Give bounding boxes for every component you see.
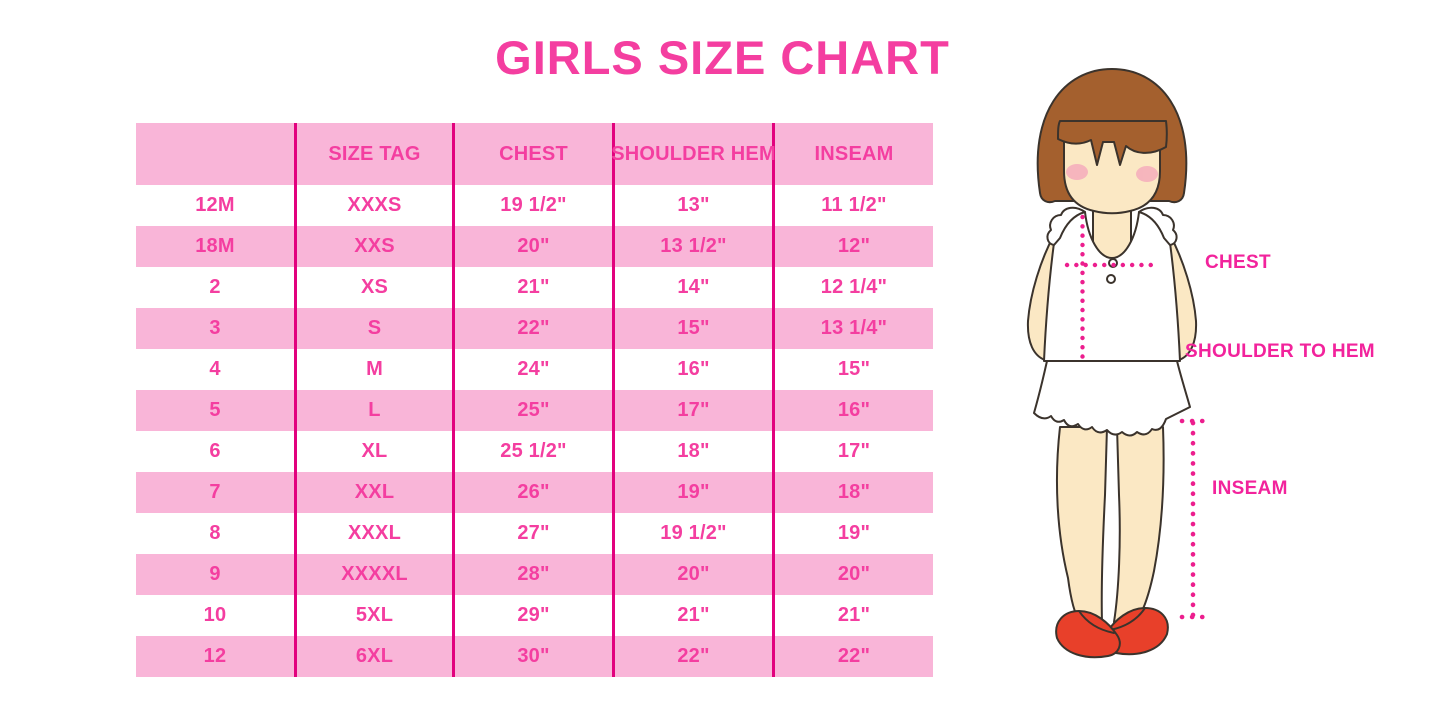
table-cell: XXS xyxy=(297,226,455,267)
table-cell: 17" xyxy=(615,390,775,431)
table-cell: 4 xyxy=(136,349,297,390)
table-cell: XXL xyxy=(297,472,455,513)
table-cell: 19" xyxy=(615,472,775,513)
table-cell: 20" xyxy=(455,226,615,267)
table-cell: 20" xyxy=(615,554,775,595)
table-cell: 27" xyxy=(455,513,615,554)
table-header-cell-shoulder-hem: SHOULDER HEM xyxy=(611,123,776,185)
size-table-body: 12M XXXS 19 1/2" 13" 11 1/2" 18M XXS 20" 13 1/2"… xyxy=(136,185,933,677)
size-table: SIZE TAG CHEST SHOULDER HEM INSEAM 12M XX… xyxy=(136,123,933,677)
girl-skirt xyxy=(1033,360,1191,437)
table-cell: 18" xyxy=(837,481,871,503)
table-cell: 19 1/2" xyxy=(455,185,615,226)
table-header-cell-size-tag: SIZE TAG xyxy=(297,123,455,185)
table-cell: 19 1/2" xyxy=(615,513,775,554)
table-row: 10 5XL 29" 21" 21" xyxy=(136,595,933,636)
table-cell: 26" xyxy=(455,472,615,513)
table-cell: XXXL xyxy=(297,513,455,554)
table-row: 3 S 22" 15" 13 1/4" xyxy=(136,308,933,349)
table-cell: 18M xyxy=(136,226,297,267)
table-cell: 17" xyxy=(837,440,871,462)
table-cell: 15" xyxy=(837,358,871,380)
table-cell: 29" xyxy=(455,595,615,636)
table-cell: 16" xyxy=(837,399,871,421)
table-cell: 22" xyxy=(455,308,615,349)
table-cell: 16" xyxy=(615,349,775,390)
table-cell: 25" xyxy=(455,390,615,431)
measurement-dotted-lines xyxy=(1064,214,1162,364)
table-cell: 19" xyxy=(837,522,871,544)
girl-measurement-illustration xyxy=(1026,68,1208,659)
table-cell: 12 1/4" xyxy=(820,276,888,298)
table-row: 7 XXL 26" 19" 18" xyxy=(136,472,933,513)
table-cell: 8 xyxy=(136,513,297,554)
table-cell: 24" xyxy=(455,349,615,390)
table-cell: 13 1/4" xyxy=(820,317,888,339)
table-row: 18M XXS 20" 13 1/2" 12" xyxy=(136,226,933,267)
table-cell: 21" xyxy=(837,604,871,626)
table-row: 4 M 24" 16" 15" xyxy=(136,349,933,390)
table-cell: 18" xyxy=(615,431,775,472)
table-header-cell-inseam: INSEAM xyxy=(814,142,894,165)
inseam-dotted-bracket xyxy=(1179,418,1208,620)
table-cell: XXXXL xyxy=(297,554,455,595)
table-cell: 12" xyxy=(837,235,871,257)
table-row: 12 6XL 30" 22" 22" xyxy=(136,636,933,677)
table-cell: 30" xyxy=(455,636,615,677)
girl-shoes xyxy=(1055,607,1169,659)
table-row: 6 XL 25 1/2" 18" 17" xyxy=(136,431,933,472)
table-cell: 5XL xyxy=(297,595,455,636)
table-cell: M xyxy=(297,349,455,390)
table-cell: 6XL xyxy=(297,636,455,677)
table-cell: XXXS xyxy=(297,185,455,226)
shoulder-to-hem-label: SHOULDER TO HEM xyxy=(1185,341,1375,362)
table-cell: 5 xyxy=(136,390,297,431)
table-cell: XL xyxy=(297,431,455,472)
table-row: 9 XXXXL 28" 20" 20" xyxy=(136,554,933,595)
table-cell: 3 xyxy=(136,308,297,349)
girl-blush xyxy=(1066,164,1158,182)
table-cell: 20" xyxy=(837,563,871,585)
table-cell: 13 1/2" xyxy=(615,226,775,267)
table-cell: 13" xyxy=(615,185,775,226)
table-row: 8 XXXL 27" 19 1/2" 19" xyxy=(136,513,933,554)
table-cell: 10 xyxy=(136,595,297,636)
table-cell: 2 xyxy=(136,267,297,308)
table-row: 5 L 25" 17" 16" xyxy=(136,390,933,431)
girl-sleeve-ruffles xyxy=(1046,206,1178,246)
table-cell: S xyxy=(297,308,455,349)
table-cell: 22" xyxy=(837,645,871,667)
table-cell: 28" xyxy=(455,554,615,595)
chest-label: CHEST xyxy=(1205,252,1271,273)
table-cell: 9 xyxy=(136,554,297,595)
table-cell: 21" xyxy=(615,595,775,636)
table-cell: L xyxy=(297,390,455,431)
table-row: 12M XXXS 19 1/2" 13" 11 1/2" xyxy=(136,185,933,226)
table-cell: 7 xyxy=(136,472,297,513)
table-cell: 21" xyxy=(455,267,615,308)
table-cell: 11 1/2" xyxy=(821,194,887,216)
table-cell: 14" xyxy=(615,267,775,308)
table-cell: 25 1/2" xyxy=(455,431,615,472)
table-cell: XS xyxy=(297,267,455,308)
table-row: 2 XS 21" 14" 12 1/4" xyxy=(136,267,933,308)
table-cell: 15" xyxy=(615,308,775,349)
inseam-label: INSEAM xyxy=(1212,478,1288,499)
girl-legs xyxy=(1055,426,1165,623)
table-header-cell-chest: CHEST xyxy=(455,123,615,185)
table-header-cell-size xyxy=(136,123,297,185)
table-cell: 22" xyxy=(615,636,775,677)
page-title: GIRLS SIZE CHART xyxy=(495,31,950,84)
table-cell: 12M xyxy=(136,185,297,226)
table-cell: 6 xyxy=(136,431,297,472)
girl-face xyxy=(1063,134,1161,215)
table-cell: 12 xyxy=(136,636,297,677)
table-header-row: SIZE TAG CHEST SHOULDER HEM INSEAM xyxy=(136,123,933,185)
girl-bangs xyxy=(1057,120,1168,166)
